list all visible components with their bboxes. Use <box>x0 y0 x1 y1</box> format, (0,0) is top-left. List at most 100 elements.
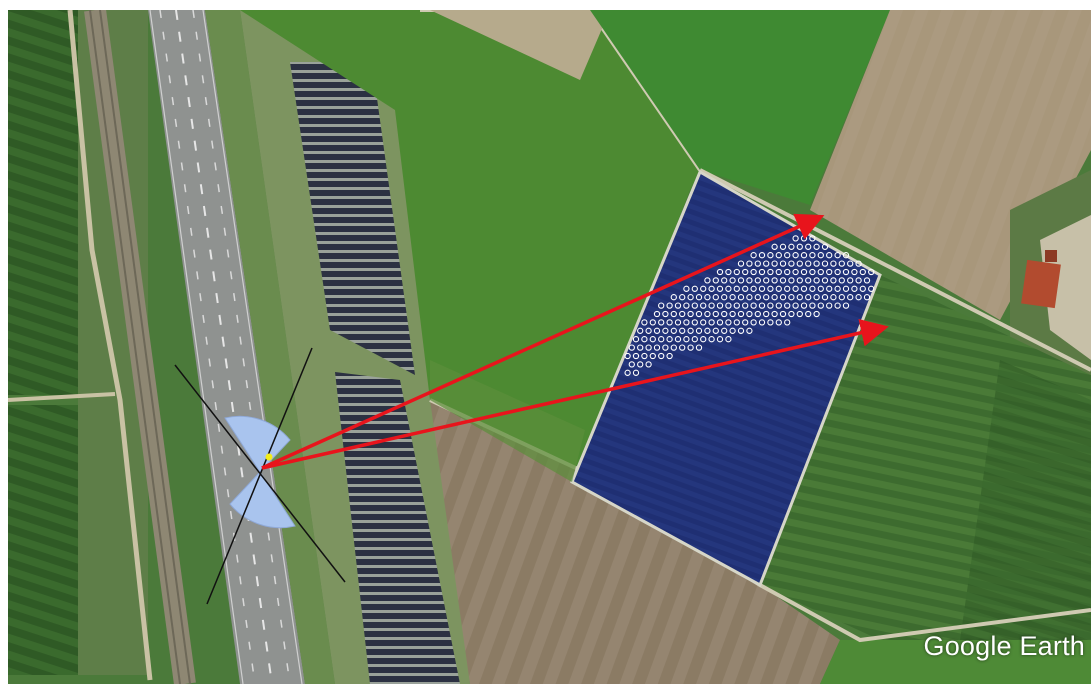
dot-marker <box>746 260 753 267</box>
dot-marker <box>632 352 640 360</box>
dot-marker <box>842 285 850 292</box>
dot-marker <box>784 252 791 259</box>
dot-marker <box>700 336 707 343</box>
dot-marker <box>716 285 724 292</box>
dot-marker <box>863 277 871 284</box>
dot-marker <box>847 260 854 267</box>
dot-marker <box>817 285 824 292</box>
dot-marker <box>725 268 732 276</box>
dot-marker <box>771 294 778 301</box>
dot-marker <box>721 294 728 301</box>
dot-marker <box>788 260 795 267</box>
dot-marker <box>716 336 724 343</box>
dot-marker <box>658 352 665 360</box>
dot-marker <box>733 302 740 309</box>
dot-marker <box>729 310 736 318</box>
dot-marker <box>666 336 673 343</box>
dot-marker <box>767 302 774 309</box>
dot-marker <box>842 252 850 259</box>
dot-marker <box>767 268 774 276</box>
dot-marker <box>712 327 719 334</box>
dot-marker <box>855 277 862 284</box>
dot-marker <box>695 310 703 318</box>
dot-marker <box>637 361 644 368</box>
dot-marker <box>746 310 753 318</box>
dot-marker <box>796 294 803 301</box>
dot-marker <box>750 252 757 259</box>
dot-marker <box>851 285 858 292</box>
dot-marker <box>700 302 707 309</box>
dot-marker <box>771 310 778 318</box>
sensor-sector <box>174 347 346 605</box>
dot-marker <box>813 310 820 318</box>
dot-marker <box>679 310 686 318</box>
dot-marker <box>750 302 757 309</box>
dot-marker <box>792 252 799 259</box>
solar-panels-north <box>290 62 415 375</box>
dot-marker <box>750 268 757 276</box>
dot-marker <box>725 285 732 292</box>
dot-marker <box>645 344 652 351</box>
dot-marker <box>763 260 770 267</box>
dot-marker <box>838 294 845 301</box>
dot-marker <box>645 327 652 334</box>
dot-marker <box>834 252 841 259</box>
dot-marker <box>767 285 774 292</box>
dot-marker <box>670 344 677 351</box>
dot-marker <box>683 336 690 343</box>
dot-marker <box>771 260 778 267</box>
dirt-track <box>67 9 153 681</box>
dot-marker <box>687 344 694 351</box>
dot-marker <box>834 302 841 309</box>
dot-marker <box>653 327 661 334</box>
dot-marker <box>666 352 673 360</box>
dot-marker <box>662 327 669 334</box>
field-beige-top <box>430 10 610 80</box>
dot-marker <box>750 285 757 292</box>
dot-marker <box>666 319 673 326</box>
dot-marker <box>746 277 753 284</box>
dot-marker <box>805 243 812 250</box>
dot-marker <box>784 302 791 309</box>
dot-marker <box>641 352 648 360</box>
dot-marker <box>733 268 740 276</box>
railway <box>84 8 196 684</box>
dot-marker <box>805 294 812 301</box>
sensor-marker[interactable] <box>265 453 273 461</box>
dot-marker <box>687 310 694 318</box>
dot-marker <box>758 302 766 309</box>
dot-marker <box>754 294 761 301</box>
dot-marker <box>826 252 833 259</box>
google-earth-watermark: Google Earth <box>923 631 1085 661</box>
ray-arrows <box>261 213 889 470</box>
ray-arrow-upper <box>261 213 825 470</box>
dot-marker <box>855 260 862 267</box>
dot-marker <box>758 268 766 276</box>
highway-verge <box>205 10 335 684</box>
dot-marker <box>653 344 661 351</box>
dot-marker <box>746 294 753 301</box>
dot-marker <box>838 260 845 267</box>
dot-marker <box>775 319 782 326</box>
dot-marker <box>679 294 686 301</box>
dot-marker <box>729 327 736 334</box>
field-green-strip <box>430 360 585 482</box>
dot-marker <box>838 277 845 284</box>
dot-marker <box>666 302 673 309</box>
dot-marker <box>788 243 795 250</box>
dot-marker <box>817 302 824 309</box>
dot-marker <box>817 268 824 276</box>
dot-marker <box>792 285 799 292</box>
dot-marker <box>649 336 656 343</box>
dot-marker <box>813 294 820 301</box>
dot-marker <box>658 319 665 326</box>
target-field-overlay <box>570 169 882 588</box>
dot-marker <box>834 285 841 292</box>
dot-marker <box>691 336 698 343</box>
dot-marker <box>779 260 787 267</box>
dot-marker <box>842 302 850 309</box>
dot-marker <box>784 268 791 276</box>
dot-marker <box>641 319 648 326</box>
dot-marker <box>645 361 652 368</box>
